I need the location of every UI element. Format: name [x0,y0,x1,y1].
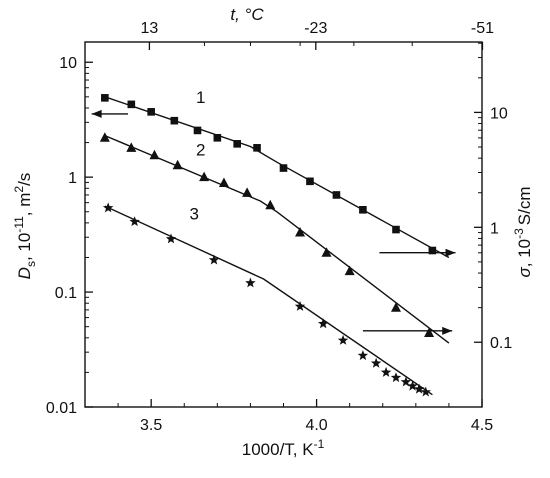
series-2-point [99,132,110,142]
series-1-point [213,134,222,142]
series-1-point [253,144,261,152]
x-tick-label: 3.5 [140,417,162,434]
series-2-point [265,199,276,210]
y-left-tick-label: 0.01 [46,400,77,417]
curve-labels: 1 2 3 [189,88,205,223]
series-2-point [218,177,229,187]
series-3-point [165,233,177,244]
series-1-point [127,100,136,109]
series-1-point [147,108,155,116]
y-right-axis-title: σ, 10-3S/cm [512,186,534,277]
y-right-tick-label: 0.1 [490,335,512,352]
series-2-point [149,149,160,160]
series-3-point [370,357,382,368]
series-3-point [245,277,256,288]
fit-lines [104,96,450,396]
arrow-2-head [445,248,456,257]
y-left-tick-label: 0.1 [55,285,77,302]
series-3-point [390,372,402,383]
series-1-point [332,191,341,199]
y-left-tick-label: 10 [59,55,77,72]
series-1-point [428,246,437,255]
series-2-point [242,187,253,197]
data-points [99,94,437,397]
top-tick-label: -23 [304,20,327,37]
series-1-point [193,126,202,135]
arrow-3-head [442,326,453,335]
series-2-point [126,142,137,152]
top-tick-label: -51 [471,20,494,37]
series-3-point [294,300,306,311]
series-3-fit-line [104,205,433,396]
series-1-fit-line [104,96,450,259]
series-2-point [172,159,183,170]
series-3-point [400,376,412,387]
curve-label-2: 2 [196,140,205,159]
x-tick-label: 4.5 [471,417,493,434]
series-3-point [380,366,392,377]
x-tick-label: 4.0 [305,417,327,434]
top-tick-label: 13 [141,20,159,37]
series-3-point [318,318,329,329]
series-1-point [101,94,109,102]
series-2-point [424,327,435,338]
series-2-point [390,302,401,312]
curve-label-1: 1 [196,88,205,107]
series-1-point [170,116,179,125]
series-1-point [306,177,314,186]
series-3-point [420,386,431,397]
series-2-fit-line [104,134,450,344]
series-2-point [295,226,306,237]
series-3-point [208,254,220,265]
y-right-tick-label: 10 [490,105,508,122]
series-3-point [407,380,418,391]
series-1-point [279,164,288,172]
axis-arrows [91,109,456,335]
series-1-point [359,205,367,214]
x-axis-title-exponent: -1 [314,437,325,451]
arrow-1-head [91,109,102,118]
series-1-point [392,225,400,234]
y-left-tick-label: 1 [68,170,77,187]
series-3-point [102,202,114,213]
series-1-point [233,140,241,148]
y-right-tick-label: 1 [490,220,499,237]
series-2-point [321,247,332,257]
series-3-point [357,350,369,361]
series-3-point [129,216,140,227]
series-3-point [337,334,349,345]
top-axis-title: t, °C [230,5,264,24]
x-axis-title: 1000/T, K-1 [242,437,325,459]
series-2-point [344,265,355,276]
curve-label-3: 3 [189,204,198,223]
series-3-point [413,383,425,394]
series-2-point [199,171,210,182]
y-left-axis-title: Ds, 10-11, m2/s [12,173,38,280]
